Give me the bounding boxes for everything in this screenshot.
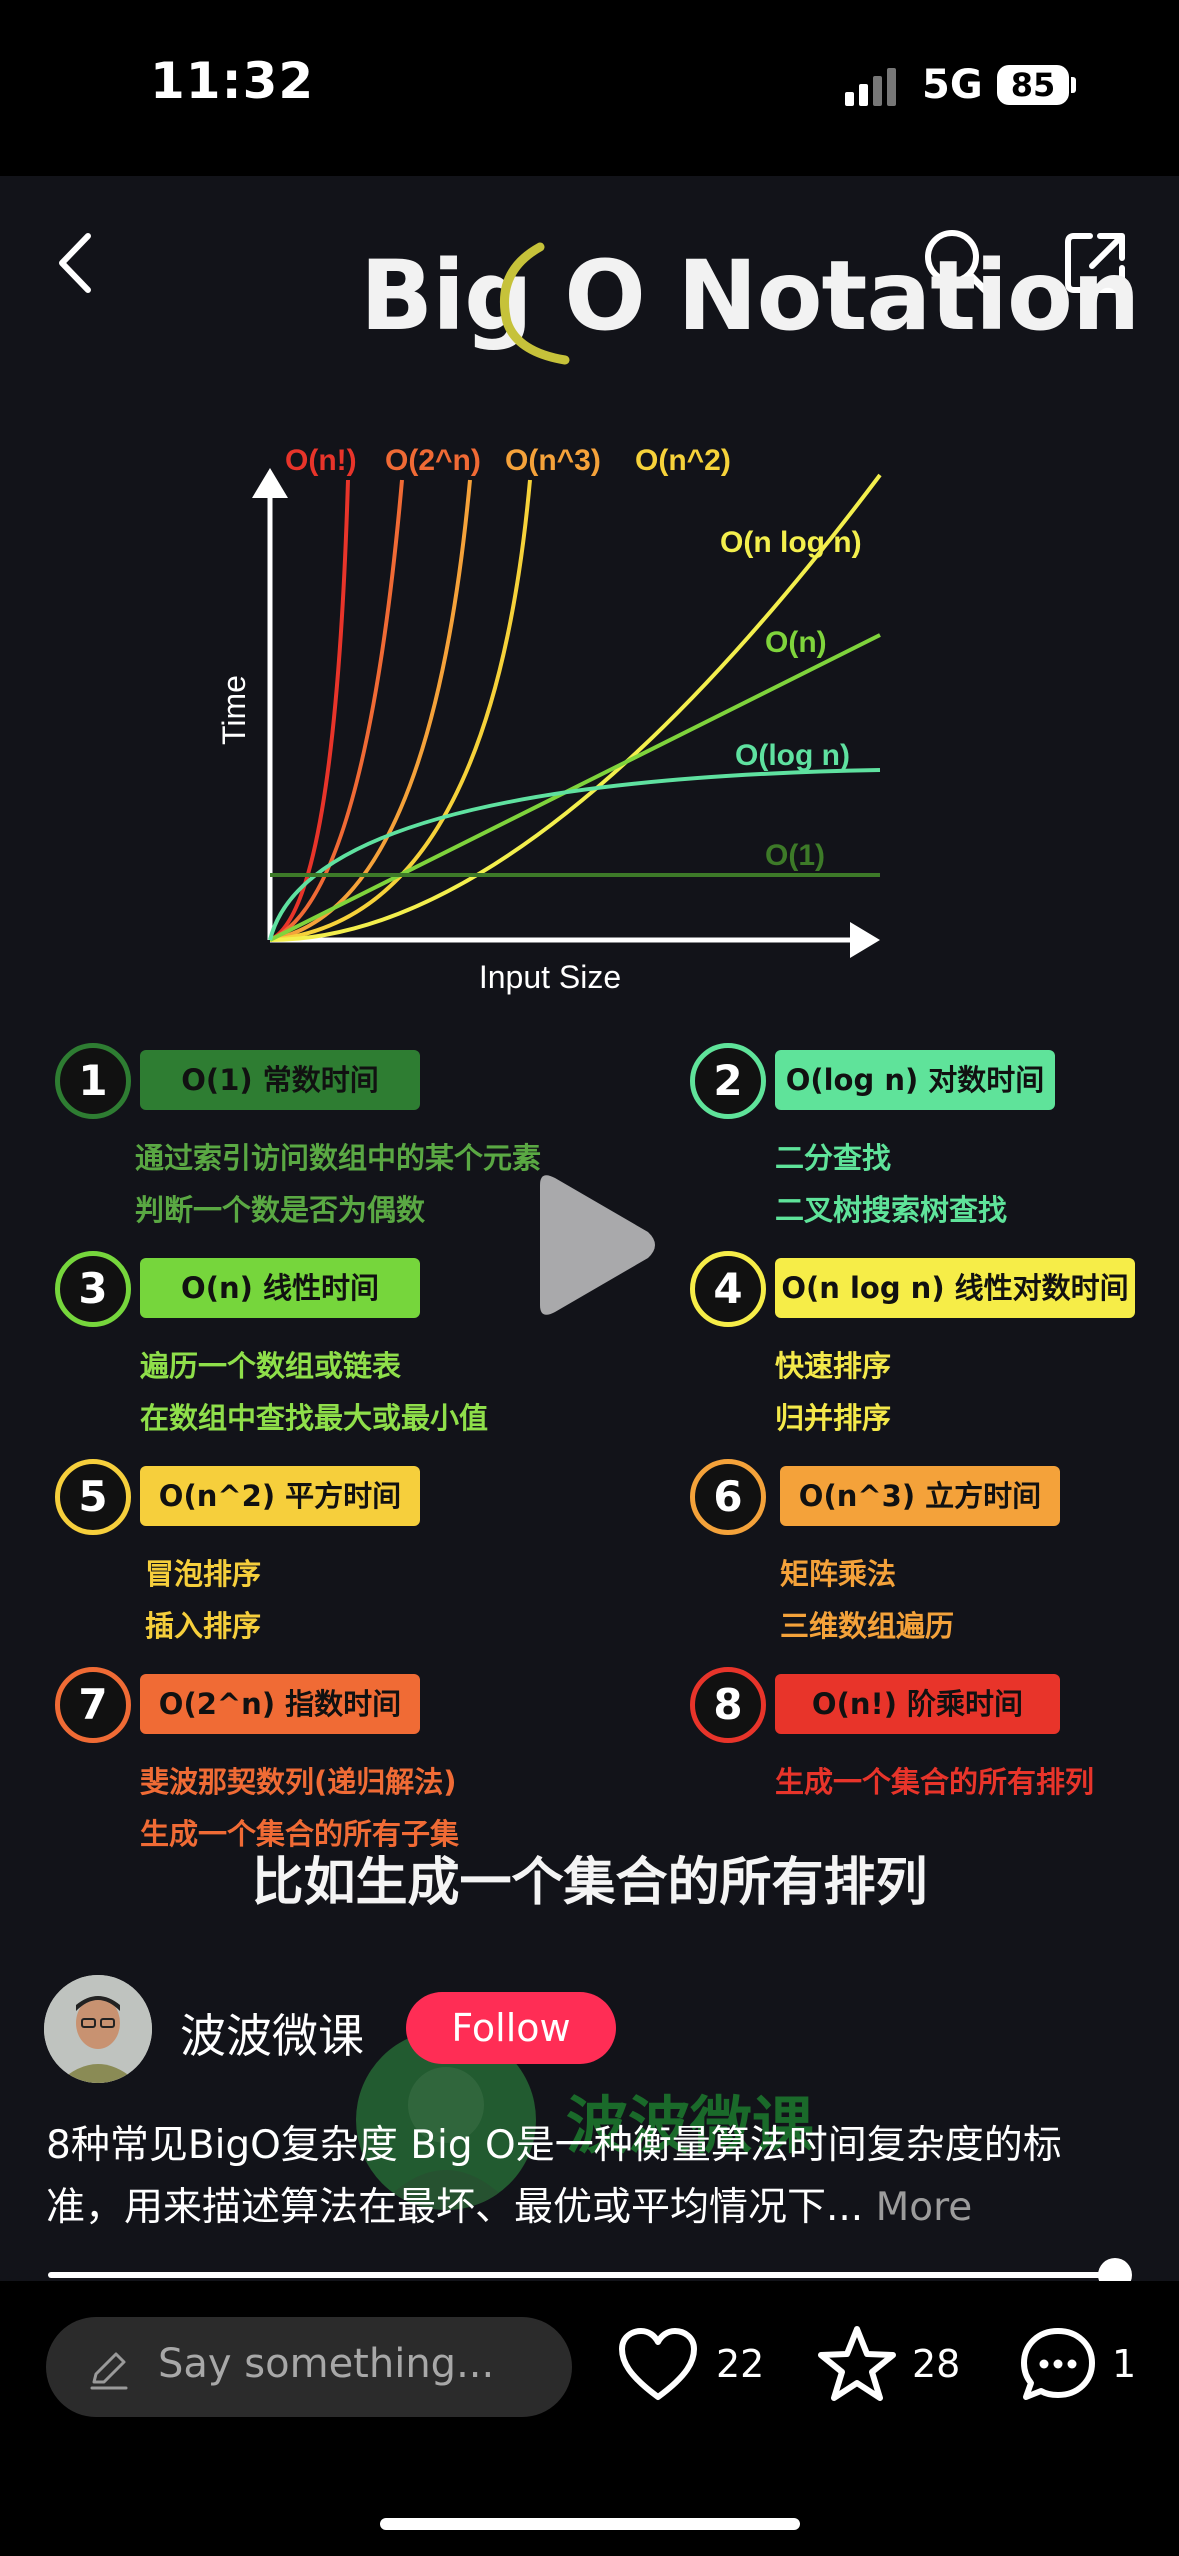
avatar[interactable] xyxy=(44,1975,152,2083)
item-pill: O(1) 常数时间 xyxy=(140,1050,420,1110)
item-desc: 生成一个集合的所有子集 xyxy=(140,1817,460,1851)
item-pill: O(2^n) 指数时间 xyxy=(140,1674,420,1734)
status-bar: 11:32 5G 85 xyxy=(0,0,1179,176)
item-number: 3 xyxy=(55,1251,131,1327)
item-pill: O(log n) 对数时间 xyxy=(775,1050,1055,1110)
video-title: Big O Notation xyxy=(360,240,1140,352)
x-axis-label: Input Size xyxy=(479,959,621,995)
play-icon[interactable] xyxy=(520,1170,660,1320)
label-o-log-n: O(log n) xyxy=(735,739,850,772)
item-desc: 斐波那契数列(递归解法) xyxy=(140,1765,457,1799)
item-number: 2 xyxy=(690,1043,766,1119)
battery-tip xyxy=(1071,77,1076,93)
video-subtitle: 比如生成一个集合的所有排列 xyxy=(251,1853,928,1913)
label-o-exponential: O(2^n) xyxy=(385,444,481,477)
search-icon[interactable] xyxy=(920,225,995,300)
item-pill: O(n) 线性时间 xyxy=(140,1258,420,1318)
item-desc: 判断一个数是否为偶数 xyxy=(135,1193,426,1227)
item-desc: 生成一个集合的所有排列 xyxy=(775,1765,1095,1799)
item-number: 1 xyxy=(55,1043,131,1119)
curve-o-quadratic xyxy=(269,479,532,942)
item-number: 7 xyxy=(55,1667,131,1743)
curve-o-exponential xyxy=(269,479,404,942)
comment-input[interactable] xyxy=(46,2317,572,2417)
comment-icon[interactable] xyxy=(1018,2325,1098,2405)
curve-o-cubic xyxy=(269,479,472,942)
item-pill: O(n^3) 立方时间 xyxy=(780,1466,1060,1526)
item-desc: 在数组中查找最大或最小值 xyxy=(140,1401,489,1435)
like-count[interactable]: 22 xyxy=(716,2342,765,2386)
item-desc: 遍历一个数组或链表 xyxy=(140,1349,402,1383)
author-name[interactable]: 波波微课 xyxy=(180,2009,364,2063)
item-pill: O(n^2) 平方时间 xyxy=(140,1466,420,1526)
curve-o-factorial xyxy=(269,479,350,942)
more-link[interactable]: More xyxy=(875,2185,973,2230)
y-axis-label: Time xyxy=(216,675,252,745)
item-number: 6 xyxy=(690,1459,766,1535)
item-desc: 三维数组遍历 xyxy=(780,1609,955,1643)
item-pill: O(n log n) 线性对数时间 xyxy=(775,1258,1135,1318)
item-number: 4 xyxy=(690,1251,766,1327)
curve-o-n xyxy=(269,633,881,942)
caption-text: 8种常见BigO复杂度 Big O是一种衡量算法时间复杂度的标准，用来描述算法在… xyxy=(46,2123,1062,2230)
status-time: 11:32 xyxy=(150,52,315,110)
progress-bar[interactable] xyxy=(48,2272,1116,2278)
home-indicator[interactable] xyxy=(380,2518,800,2530)
favorite-count[interactable]: 28 xyxy=(912,2342,961,2386)
label-o-1: O(1) xyxy=(765,839,825,872)
item-desc: 二分查找 xyxy=(775,1141,892,1175)
label-o-n: O(n) xyxy=(765,626,827,659)
curve-o-n-log-n xyxy=(269,473,882,942)
label-o-quadratic: O(n^2) xyxy=(635,444,731,477)
battery-icon: 85 xyxy=(997,65,1069,105)
x-axis-arrow xyxy=(850,922,880,958)
label-o-factorial: O(n!) xyxy=(285,444,357,477)
signal-icon xyxy=(845,66,905,106)
item-desc: 通过索引访问数组中的某个元素 xyxy=(135,1141,542,1175)
network-type: 5G xyxy=(922,62,983,108)
item-desc: 插入排序 xyxy=(145,1609,262,1643)
pencil-icon xyxy=(90,2352,128,2390)
y-axis-arrow xyxy=(252,468,288,498)
star-icon[interactable] xyxy=(816,2324,898,2404)
curve-o-log-n xyxy=(268,768,881,941)
label-o-n-log-n: O(n log n) xyxy=(720,526,862,559)
complexity-chart: Time Input Size O(n!) O(2^n) O(n^3) O(n^… xyxy=(216,444,882,995)
share-icon[interactable] xyxy=(1060,228,1130,298)
item-number: 5 xyxy=(55,1459,131,1535)
title-accent-arc xyxy=(499,242,570,365)
item-desc: 二叉树搜索树查找 xyxy=(775,1193,1008,1227)
follow-button[interactable]: Follow xyxy=(406,1992,616,2064)
item-number: 8 xyxy=(690,1667,766,1743)
comment-placeholder: Say something... xyxy=(158,2341,495,2387)
item-desc: 矩阵乘法 xyxy=(780,1557,897,1591)
item-desc: 快速排序 xyxy=(775,1349,892,1383)
item-desc: 冒泡排序 xyxy=(145,1557,262,1591)
chevron-left-icon[interactable] xyxy=(50,228,100,298)
label-o-cubic: O(n^3) xyxy=(505,444,601,477)
watermark-text: 波波微课 xyxy=(566,2089,815,2162)
item-desc: 归并排序 xyxy=(775,1401,892,1435)
heart-icon[interactable] xyxy=(618,2327,698,2403)
video-caption[interactable]: 8种常见BigO复杂度 Big O是一种衡量算法时间复杂度的标准，用来描述算法在… xyxy=(46,2115,1136,2239)
item-pill: O(n!) 阶乘时间 xyxy=(775,1674,1060,1734)
comment-count[interactable]: 1 xyxy=(1112,2342,1137,2386)
